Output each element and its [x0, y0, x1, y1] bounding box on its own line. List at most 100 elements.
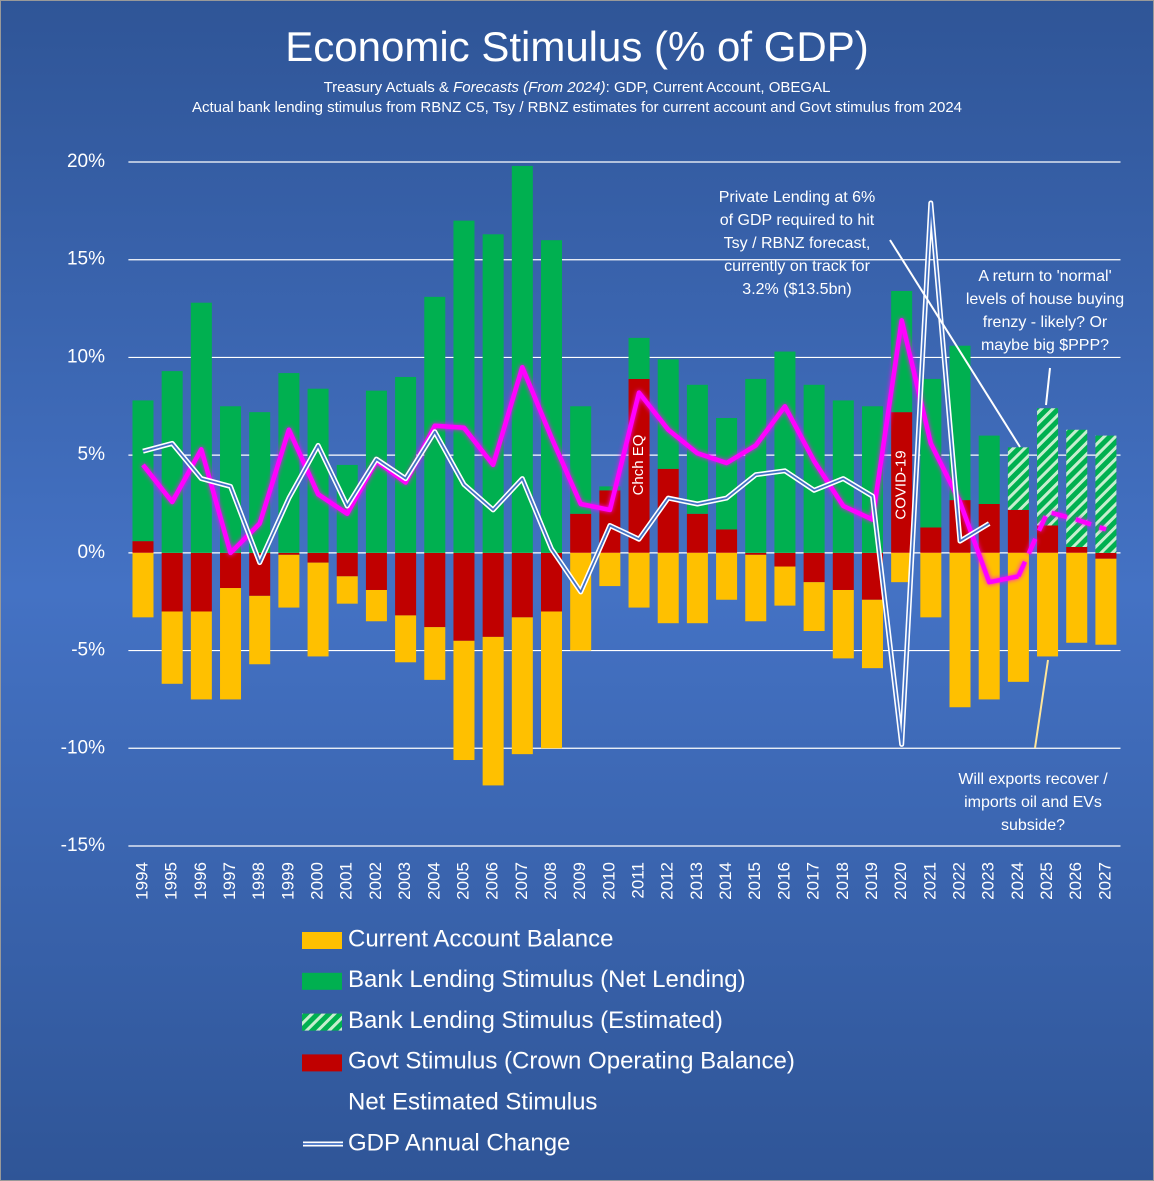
x-tick-label: 2010	[599, 862, 618, 900]
bar	[365, 552, 387, 590]
x-tick-label: 2013	[687, 862, 706, 900]
bar	[161, 552, 183, 612]
bar	[745, 554, 767, 622]
y-tick-label: -15%	[61, 835, 105, 856]
x-tick-label: 2015	[745, 862, 764, 900]
legend-swatch	[302, 972, 342, 990]
x-tick-label: 1998	[249, 862, 268, 900]
line	[141, 318, 1019, 585]
legend-swatch	[302, 1054, 342, 1072]
bar	[832, 589, 854, 659]
bar	[161, 371, 183, 553]
bar	[861, 552, 883, 600]
bar	[686, 552, 708, 624]
bar	[978, 504, 1000, 553]
x-tick-label: 2008	[541, 862, 560, 900]
overlay: Chch EQ COVID-19 Private Lending at 6% of G…	[630, 189, 1124, 834]
bar	[599, 486, 621, 491]
bar	[511, 617, 533, 755]
subtitle: Treasury Actuals & Forecasts (From 2024)…	[324, 79, 831, 96]
bar	[307, 388, 329, 553]
x-tick-label: 2018	[833, 862, 852, 900]
bar	[453, 220, 475, 553]
y-tick-label: 15%	[67, 249, 105, 270]
bar	[307, 562, 329, 657]
x-tick-label: 1996	[191, 862, 210, 900]
bar	[774, 552, 796, 567]
legend-label: GDP Annual Change	[348, 1129, 570, 1156]
bar	[570, 406, 592, 514]
bar	[424, 627, 446, 680]
x-tick-label: 1994	[132, 862, 151, 900]
bar	[249, 412, 271, 553]
x-tick-label: 1999	[278, 862, 297, 900]
y-tick-label: 10%	[67, 346, 105, 367]
legend-label: Bank Lending Stimulus (Estimated)	[348, 1007, 723, 1034]
leader-line	[1045, 367, 1051, 406]
x-tick-label: 1995	[162, 862, 181, 900]
bar	[1095, 552, 1117, 559]
callout-text: Private Lending at 6%	[719, 189, 876, 206]
x-tick-label: 2017	[804, 862, 823, 900]
bar	[657, 468, 679, 553]
bar	[278, 554, 300, 608]
bar	[220, 406, 242, 553]
subtitle-part: Forecasts (From 2024)	[453, 79, 606, 96]
lines	[141, 200, 1107, 747]
callout-text: maybe big $PPP?	[981, 337, 1109, 354]
callout-text: of GDP required to hit	[720, 212, 875, 229]
bar	[861, 599, 883, 669]
line	[1016, 509, 1107, 578]
bar	[716, 529, 738, 553]
bar	[920, 552, 942, 618]
bar	[1007, 552, 1029, 682]
bar	[599, 552, 621, 587]
x-tick-label: 1997	[220, 862, 239, 900]
bar	[395, 552, 417, 616]
legend-label: Govt Stimulus (Crown Operating Balance)	[348, 1048, 795, 1075]
callout-text: Will exports recover /	[958, 771, 1108, 788]
bar	[686, 513, 708, 553]
bar	[716, 552, 738, 600]
x-tick-label: 2002	[366, 862, 385, 900]
bar	[1095, 558, 1117, 645]
bar	[540, 240, 563, 553]
bar	[745, 552, 767, 555]
bar	[1007, 509, 1029, 553]
line	[142, 202, 990, 746]
bar	[686, 384, 708, 514]
x-tick-label: 2016	[774, 862, 793, 900]
y-tick-label: -5%	[71, 640, 105, 661]
bar	[249, 595, 271, 665]
subtitle-part: : GDP, Current Account, OBEGAL	[606, 79, 831, 96]
bar	[628, 552, 650, 608]
leader-line	[1034, 659, 1049, 749]
bar	[716, 418, 738, 530]
bar	[220, 552, 242, 589]
bar	[190, 611, 212, 700]
callout-text: currently on track for	[724, 258, 871, 275]
x-tick-label: 2025	[1037, 862, 1056, 900]
bar	[336, 464, 358, 553]
bar	[482, 636, 504, 786]
callout-text: subside?	[1001, 817, 1065, 834]
bar	[278, 373, 300, 553]
bar	[774, 351, 796, 553]
x-tick-label: 2020	[891, 862, 910, 900]
legend-label: Bank Lending Stimulus (Net Lending)	[348, 966, 746, 993]
x-tick-label: 2027	[1095, 862, 1114, 900]
subtitle-part: Treasury Actuals &	[324, 79, 454, 96]
annotation: COVID-19	[893, 450, 910, 519]
callout-text: frenzy - likely? Or	[983, 314, 1108, 331]
bar	[161, 611, 183, 684]
bar	[1037, 408, 1059, 526]
bar	[570, 552, 592, 651]
bar	[132, 541, 154, 553]
callout-text: Tsy / RBNZ forecast,	[724, 235, 871, 252]
bar	[628, 337, 650, 379]
bar	[891, 412, 913, 553]
bar	[453, 640, 475, 761]
bar	[774, 566, 796, 606]
bar	[920, 527, 942, 553]
